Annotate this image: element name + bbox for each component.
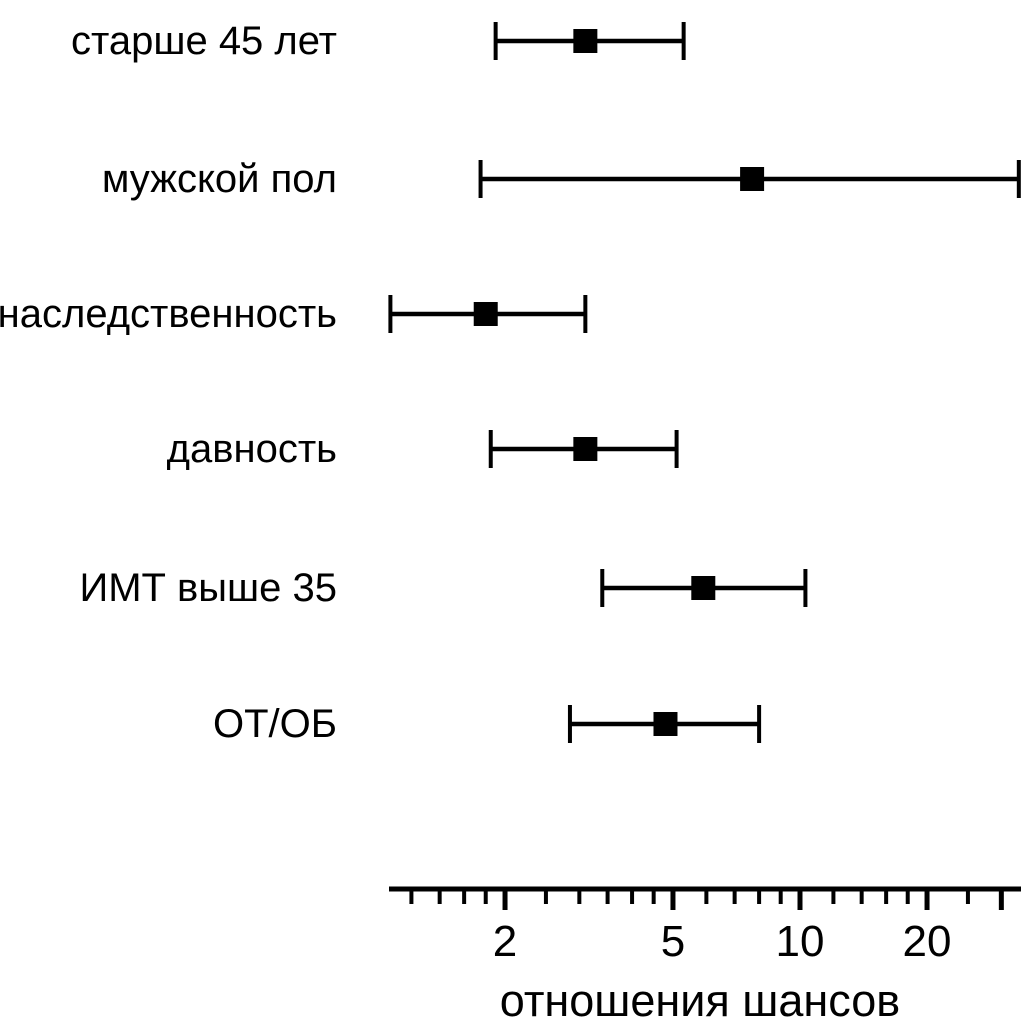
x-axis-title: отношения шансов [500, 975, 900, 1026]
row-label: ИМТ выше 35 [79, 566, 337, 610]
x-tick-label: 2 [493, 917, 517, 966]
x-tick-label: 20 [903, 917, 952, 966]
odds-ratio-marker [653, 712, 678, 736]
row-label: давность [167, 427, 337, 471]
row-label: старше 45 лет [71, 19, 337, 63]
forest-row: ИМТ выше 35 [79, 566, 808, 610]
row-label: мужской пол [102, 157, 337, 201]
odds-ratio-marker [573, 29, 598, 53]
odds-ratio-marker [573, 437, 598, 461]
row-label: ОТ/ОБ [213, 702, 337, 746]
forest-row: наследственность [0, 292, 588, 336]
forest-row: давность [167, 427, 679, 471]
forest-row: старше 45 лет [71, 19, 686, 63]
odds-ratio-marker [473, 302, 498, 326]
odds-ratio-marker [740, 167, 765, 191]
row-label: наследственность [0, 292, 337, 336]
x-tick-label: 10 [776, 917, 825, 966]
forest-row: мужской пол [102, 157, 1021, 201]
forest-row: ОТ/ОБ [213, 702, 762, 746]
odds-ratio-marker [691, 576, 716, 600]
x-tick-label: 5 [661, 917, 685, 966]
